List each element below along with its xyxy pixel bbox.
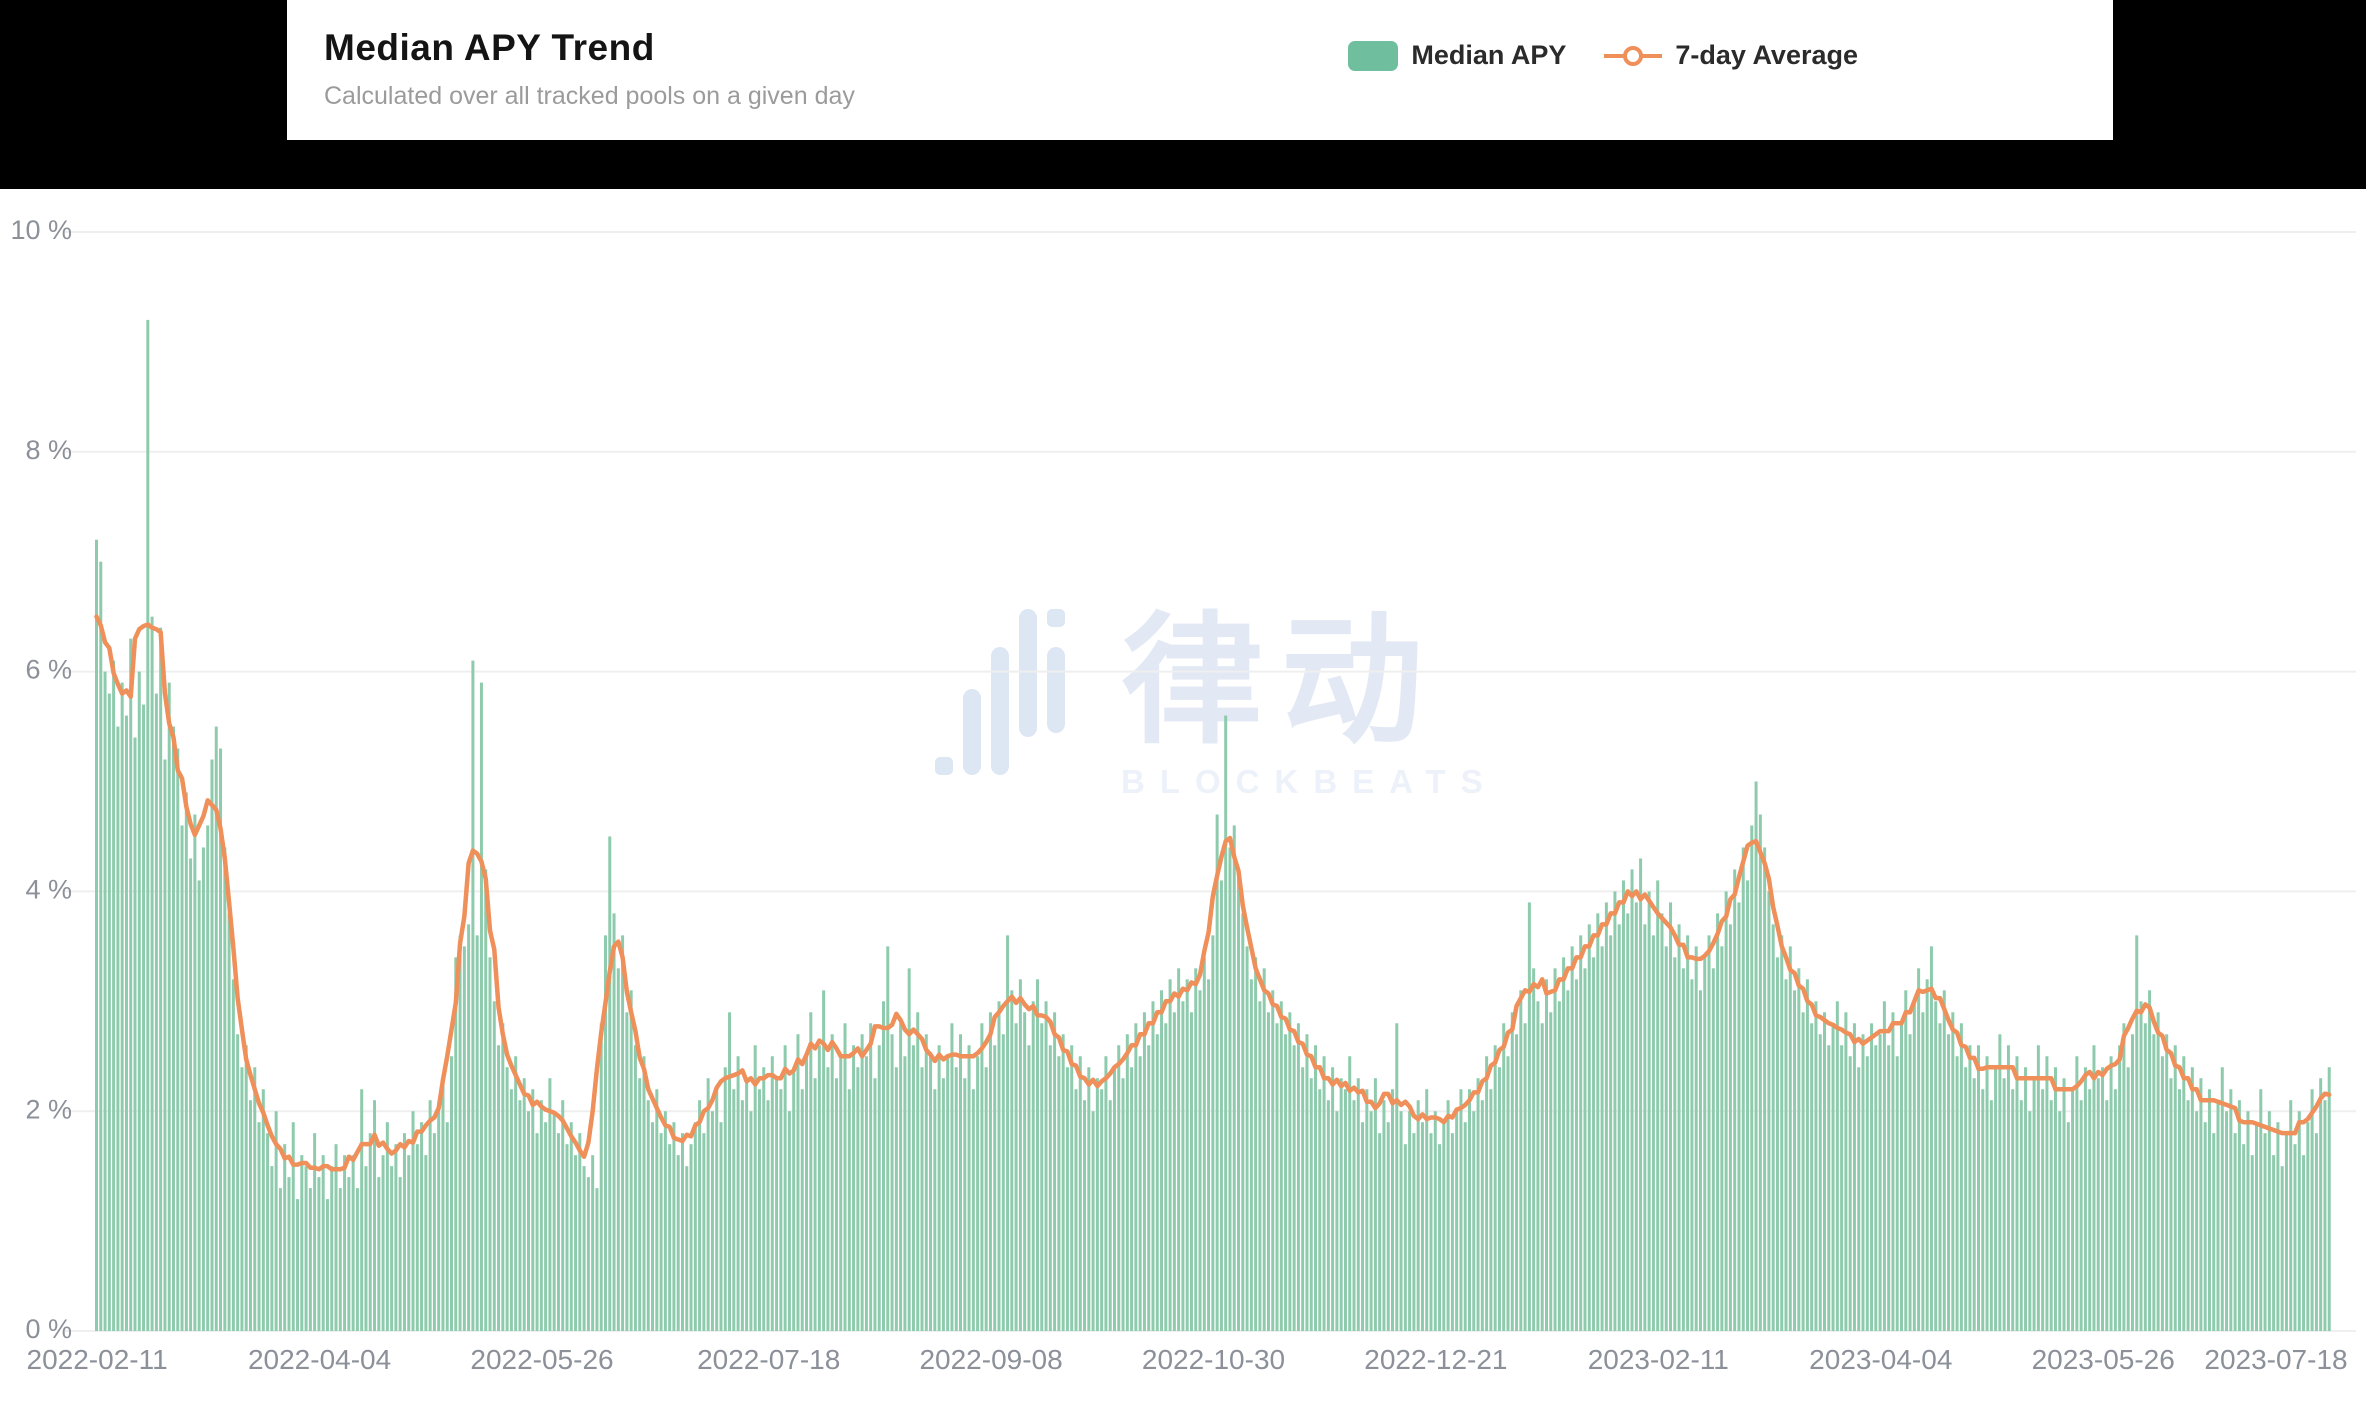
svg-text:6 %: 6 % xyxy=(25,655,72,685)
svg-text:2022-04-04: 2022-04-04 xyxy=(248,1344,391,1375)
svg-text:2023-07-18: 2023-07-18 xyxy=(2204,1344,2347,1375)
title-block: Median APY Trend Calculated over all tra… xyxy=(324,26,855,111)
svg-text:4 %: 4 % xyxy=(25,875,72,905)
svg-text:2023-04-04: 2023-04-04 xyxy=(1809,1344,1952,1375)
svg-text:8 %: 8 % xyxy=(25,435,72,465)
chart-title-card: Median APY Trend Calculated over all tra… xyxy=(287,0,2113,140)
legend-label-median-apy: Median APY xyxy=(1411,40,1567,70)
svg-text:2022-12-21: 2022-12-21 xyxy=(1364,1344,1507,1375)
svg-text:2 %: 2 % xyxy=(25,1094,72,1124)
svg-text:0 %: 0 % xyxy=(25,1314,72,1344)
svg-text:10 %: 10 % xyxy=(10,215,72,245)
chart-area[interactable]: 律动 BLOCKBEATS 0 % 2 % 4 % 6 % 8 % 10 % 2022-02… xyxy=(0,189,2366,1414)
legend: Median APY 7-day Average xyxy=(1348,40,1858,71)
svg-text:2023-05-26: 2023-05-26 xyxy=(2032,1344,2175,1375)
median-apy-swatch-icon xyxy=(1348,40,1399,71)
svg-text:2022-09-08: 2022-09-08 xyxy=(919,1344,1062,1375)
apy-trend-chart[interactable]: 0 % 2 % 4 % 6 % 8 % 10 % 2022-02-11 2022-04-04 2… xyxy=(0,189,2366,1414)
svg-text:2022-05-26: 2022-05-26 xyxy=(470,1344,613,1375)
svg-text:2022-02-11: 2022-02-11 xyxy=(27,1344,168,1375)
legend-item-7day-average[interactable]: 7-day Average xyxy=(1604,40,1858,71)
svg-text:2022-10-30: 2022-10-30 xyxy=(1142,1344,1285,1375)
chart-subtitle: Calculated over all tracked pools on a g… xyxy=(324,82,855,110)
seven-day-average-line-icon xyxy=(1604,41,1663,71)
svg-text:2022-07-18: 2022-07-18 xyxy=(697,1344,840,1375)
header-band: Median APY Trend Calculated over all tra… xyxy=(0,0,2366,189)
svg-text:2023-02-11: 2023-02-11 xyxy=(1588,1344,1729,1375)
legend-label-7day-average: 7-day Average xyxy=(1675,40,1858,70)
chart-title: Median APY Trend xyxy=(324,27,655,68)
legend-item-median-apy[interactable]: Median APY xyxy=(1348,40,1566,71)
